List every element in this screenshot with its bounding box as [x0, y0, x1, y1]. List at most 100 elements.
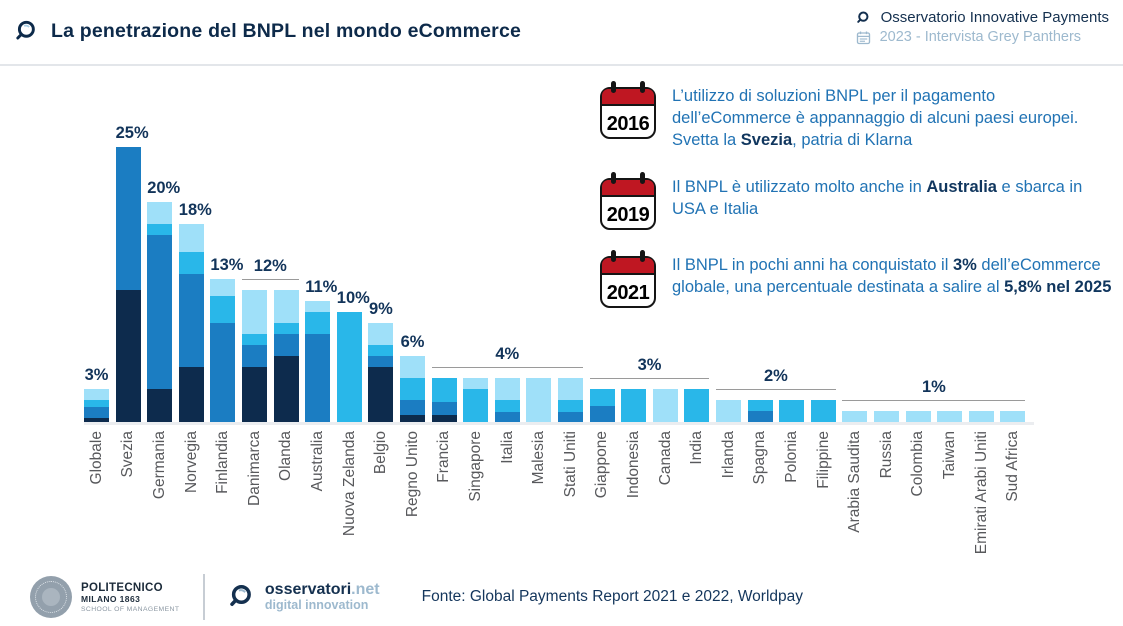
axis-label: Taiwan: [940, 431, 958, 480]
bar-segment-blue: [431, 402, 457, 416]
axis-label: Arabia Saudita: [846, 431, 864, 533]
polimi-name: POLITECNICO: [81, 581, 163, 594]
year-callouts: 2016 L’utilizzo di soluzioni BNPL per il …: [600, 81, 1115, 331]
value-label: 11%: [305, 278, 338, 296]
bar-segment-light: [494, 378, 520, 401]
axis-label: Svezia: [119, 431, 137, 478]
bar-globale: [84, 389, 109, 422]
bar-segment-blue: [210, 323, 236, 422]
bar-danimarca: [242, 290, 267, 422]
axis-label: Indonesia: [624, 431, 642, 499]
bar-segment-cyan: [621, 389, 647, 422]
page-title: La penetrazione del BNPL nel mondo eComm…: [51, 20, 522, 42]
group-line: [431, 367, 583, 368]
bar-segment-light: [716, 400, 741, 422]
axis-label: Belgio: [372, 431, 390, 475]
axis-label: Giappone: [593, 431, 611, 499]
bar-segment-navy: [273, 356, 299, 422]
axis-label: Regno Unito: [403, 431, 421, 518]
bar-segment-cyan: [368, 345, 394, 356]
osservatori-tagline: digital innovation: [264, 597, 369, 612]
bar-segment-cyan: [336, 312, 362, 422]
polimi-school: SCHOOL OF MANAGEMENT: [81, 605, 180, 613]
bar-emirati-arabi-uniti: [968, 411, 994, 422]
bar-singapore: [463, 378, 489, 422]
bar-segment-light: [526, 378, 552, 422]
value-label: 3%: [84, 366, 109, 384]
axis-label: India: [688, 431, 706, 465]
bar-segment-light: [652, 389, 678, 422]
bar-segment-blue: [747, 411, 773, 422]
value-label: 1%: [921, 378, 946, 396]
bar-segment-blue: [589, 405, 615, 422]
bar-norvegia: [178, 224, 204, 422]
bar-segment-light: [242, 290, 267, 334]
bar-segment-cyan: [463, 389, 489, 422]
bar-arabia-saudita: [842, 411, 868, 422]
bar-segment-cyan: [84, 400, 109, 407]
bar-svezia: [115, 147, 141, 422]
bar-segment-blue: [115, 147, 141, 290]
magnifier-icon: [16, 20, 35, 40]
callout-2019: 2019 Il BNPL è utilizzato molto anche in …: [600, 171, 1115, 230]
bar-segment-navy: [368, 367, 394, 422]
bar-sud-africa: [1000, 411, 1026, 422]
bar-segment-blue: [84, 406, 109, 418]
bar-segment-blue: [494, 412, 520, 422]
header: La penetrazione del BNPL nel mondo eComm…: [0, 0, 1123, 66]
bar-segment-blue: [558, 412, 583, 422]
bar-segment-blue: [178, 273, 204, 367]
polimi-text: POLITECNICO MILANO 1863 SCHOOL OF MANAGE…: [81, 582, 179, 613]
bar-segment-cyan: [273, 323, 299, 334]
bar-italia: [494, 378, 520, 422]
bar-taiwan: [937, 411, 963, 422]
group-line: [716, 389, 836, 390]
value-label: 18%: [178, 201, 212, 219]
axis-label: Russia: [877, 431, 895, 479]
bar-nuova-zelanda: [336, 312, 362, 422]
bar-indonesia: [621, 389, 647, 422]
bar-segment-light: [84, 389, 109, 401]
bar-segment-navy: [84, 417, 109, 422]
edition-row: 2023 - Intervista Grey Panthers: [856, 29, 1109, 45]
axis-label: Sud Africa: [1004, 431, 1022, 502]
bar-regno-unito: [400, 356, 425, 422]
callout-text: Il BNPL è utilizzato molto anche in Aust…: [672, 177, 1083, 218]
bar-segment-cyan: [305, 312, 331, 334]
bar-malesia: [526, 378, 552, 422]
axis-label: Polonia: [782, 431, 800, 483]
bar-segment-cyan: [400, 378, 425, 401]
magnifier-icon: [856, 11, 869, 23]
group-line: [589, 378, 710, 379]
header-left: La penetrazione del BNPL nel mondo eComm…: [14, 18, 521, 45]
axis-label: Australia: [308, 431, 326, 492]
axis-label: Danimarca: [245, 431, 263, 506]
axis-label: Colombia: [909, 431, 927, 497]
bar-segment-navy: [115, 290, 141, 422]
value-label: 3%: [637, 356, 662, 374]
axis-label: Globale: [87, 431, 105, 485]
header-brand-block: Osservatorio Innovative Payments 2023 - …: [856, 9, 1109, 45]
calendar-icon: 2021: [600, 249, 656, 308]
bar-segment-blue: [305, 334, 331, 422]
bar-segment-light: [937, 411, 963, 422]
bar-segment-blue: [242, 345, 267, 367]
bar-segment-light: [273, 290, 299, 323]
bar-segment-blue: [368, 356, 394, 367]
polimi-subname: MILANO 1863: [81, 593, 141, 604]
axis-label: Italia: [498, 431, 516, 464]
bar-segment-light: [305, 301, 331, 312]
callout-year: 2021: [606, 281, 650, 304]
edition-label: 2023 - Intervista Grey Panthers: [879, 29, 1082, 45]
bar-segment-light: [874, 411, 899, 422]
group-line: [242, 279, 299, 280]
osservatori-text: osservatori.net digital innovation: [264, 581, 380, 612]
value-label: 20%: [147, 179, 181, 197]
bar-segment-light: [463, 378, 489, 389]
value-label: 12%: [253, 257, 287, 275]
callout-2016: 2016 L’utilizzo di soluzioni BNPL per il …: [600, 81, 1115, 152]
bar-segment-navy: [178, 367, 204, 422]
bar-segment-cyan: [242, 334, 267, 345]
bar-segment-light: [178, 224, 204, 252]
bar-russia: [874, 411, 899, 422]
